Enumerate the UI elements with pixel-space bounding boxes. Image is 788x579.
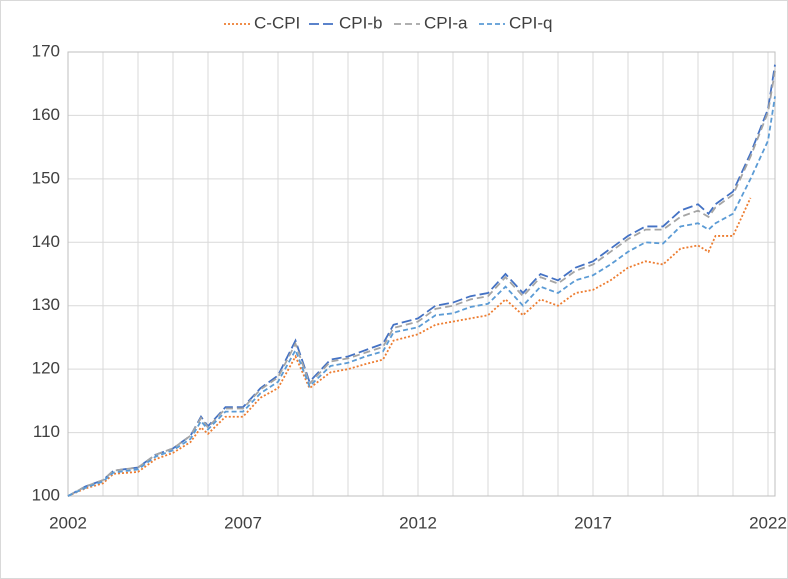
x-tick-label: 2002	[49, 513, 87, 532]
y-tick-label: 110	[33, 422, 60, 441]
x-tick-label: 2007	[224, 513, 262, 532]
y-tick-label: 140	[32, 232, 60, 251]
y-tick-label: 160	[32, 105, 60, 124]
y-tick-label: 150	[32, 168, 60, 187]
x-tick-label: 2022	[749, 513, 787, 532]
legend-label: CPI-b	[339, 13, 382, 32]
series-line	[67, 197, 752, 497]
y-tick-label: 130	[32, 295, 60, 314]
plot-frame	[67, 51, 776, 497]
y-tick-label: 120	[32, 359, 60, 378]
series-line	[67, 70, 776, 497]
legend-label: CPI-q	[509, 13, 552, 32]
x-tick-label: 2017	[574, 513, 612, 532]
legend-label: CPI-a	[424, 13, 468, 32]
y-tick-label: 170	[32, 41, 60, 60]
series-line	[67, 96, 776, 497]
legend-label: C-CPI	[254, 13, 300, 32]
y-tick-label: 100	[32, 485, 60, 504]
series-line	[67, 64, 776, 497]
x-tick-label: 2012	[399, 513, 437, 532]
